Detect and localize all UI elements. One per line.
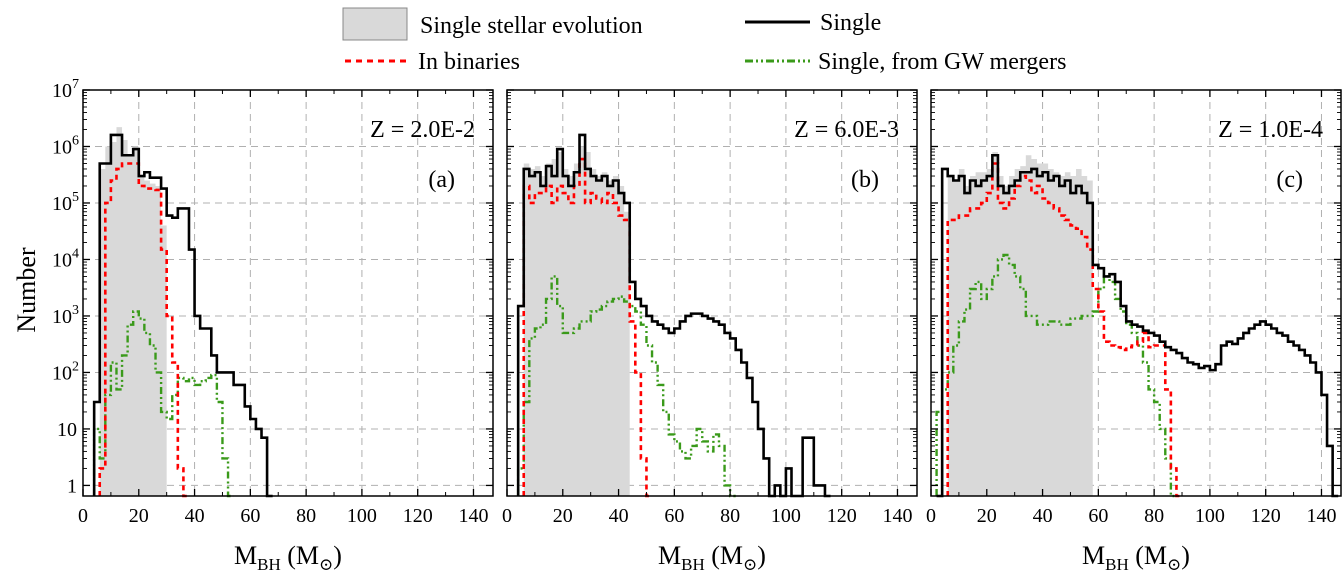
x-tick-label: 40 (1033, 505, 1053, 527)
metallicity-label: Z = 1.0E-4 (1218, 117, 1323, 143)
plot-frame (82, 89, 494, 497)
series-single (92, 133, 273, 498)
series-single (516, 133, 831, 498)
x-tick-label: 20 (553, 505, 573, 527)
ticks (930, 89, 1341, 496)
ticks (82, 89, 493, 496)
panel-c: 0 20 40 60 80 100 120 140 MBH (M⊙) Z = 1.0E-4 (c) (926, 89, 1342, 574)
x-tick-label: 60 (1088, 505, 1108, 527)
y-tick-label: 102 (52, 359, 79, 384)
x-tick-label: 120 (827, 505, 857, 527)
y-tick-label: 107 (52, 77, 79, 102)
x-tick-label: 20 (129, 505, 149, 527)
x-tick-label: 80 (296, 505, 316, 527)
plot-frame (930, 89, 1342, 497)
grid-lines (83, 90, 493, 496)
metallicity-label: Z = 6.0E-3 (794, 117, 899, 143)
y-tick-label: 10 (57, 419, 77, 441)
x-tick-label: 60 (240, 505, 260, 527)
x-tick-label: 120 (1251, 505, 1281, 527)
x-axis-label: MBH (M⊙) (1082, 541, 1190, 574)
x-tick-label: 0 (78, 505, 88, 527)
x-tick-label: 100 (771, 505, 801, 527)
legend-label-gw: Single, from GW mergers (818, 49, 1066, 75)
series-single (936, 153, 1339, 498)
x-axis-label: MBH (M⊙) (658, 541, 766, 574)
legend: Single stellar evolution Single In binar… (342, 7, 1066, 75)
x-tick-label: 80 (720, 505, 740, 527)
x-tick-label: 140 (1306, 505, 1336, 527)
legend-label-sse: Single stellar evolution (420, 13, 643, 39)
panel-letter: (c) (1276, 167, 1303, 193)
y-axis-label: Number (12, 247, 41, 333)
series-sse-fill (942, 151, 1099, 497)
plot-frame (506, 89, 918, 497)
x-axis-label: MBH (M⊙) (234, 541, 342, 574)
x-tick-label: 80 (1144, 505, 1164, 527)
legend-label-single: Single (820, 10, 881, 36)
series-in-binaries (946, 162, 1183, 498)
series-in-binaries (98, 162, 189, 498)
panel-b: 0 20 40 60 80 100 120 140 MBH (M⊙) Z = 6.0E-3 (b) (502, 89, 918, 574)
legend-swatch-sse (342, 7, 408, 41)
metallicity-label: Z = 2.0E-2 (370, 117, 475, 143)
series-gw-mergers (92, 310, 234, 498)
x-tick-label: 40 (609, 505, 629, 527)
x-tick-label: 100 (1195, 505, 1225, 527)
y-tick-label: 105 (52, 190, 79, 215)
legend-label-binaries: In binaries (418, 49, 520, 75)
y-tick-label: 106 (52, 133, 79, 158)
x-tick-label: 120 (403, 505, 433, 527)
panel-letter: (a) (428, 167, 455, 193)
x-tick-label: 100 (347, 505, 377, 527)
series-gw-mergers (516, 275, 736, 498)
x-tick-label: 60 (664, 505, 684, 527)
x-tick-label: 140 (458, 505, 488, 527)
x-tick-label: 0 (502, 505, 512, 527)
x-tick-label: 20 (977, 505, 997, 527)
x-tick-label: 40 (185, 505, 205, 527)
series-sse-fill (518, 146, 636, 496)
y-tick-label: 103 (52, 303, 79, 328)
panel-a: 0 20 40 60 80 100 120 140 1 10 102 103 104 105 106 107 M… (52, 77, 494, 574)
ticks (506, 89, 917, 496)
series-gw-mergers (935, 253, 1177, 498)
y-tick-label: 104 (52, 246, 79, 271)
panel-letter: (b) (851, 167, 879, 193)
x-tick-label: 0 (926, 505, 936, 527)
x-tick-label: 140 (882, 505, 912, 527)
series-in-binaries (522, 157, 653, 498)
y-tick-label: 1 (67, 475, 77, 497)
